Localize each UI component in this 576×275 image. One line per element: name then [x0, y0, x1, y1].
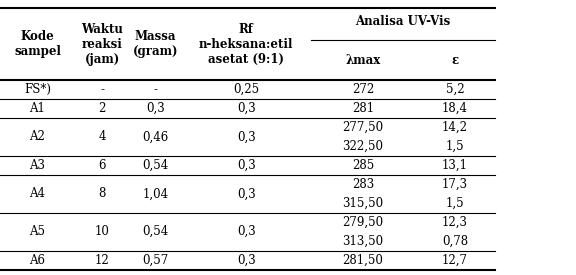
- Text: 272: 272: [352, 83, 374, 96]
- Text: 0,3: 0,3: [237, 102, 256, 115]
- Text: 0,57: 0,57: [142, 254, 169, 266]
- Text: 5,2: 5,2: [446, 83, 464, 96]
- Text: 322,50: 322,50: [342, 140, 384, 153]
- Text: 12,3: 12,3: [442, 216, 468, 229]
- Text: A6: A6: [29, 254, 46, 266]
- Text: 0,3: 0,3: [146, 102, 165, 115]
- Text: 0,3: 0,3: [237, 225, 256, 238]
- Text: λmax: λmax: [345, 54, 381, 67]
- Text: 0,54: 0,54: [142, 225, 169, 238]
- Text: Analisa UV-Vis: Analisa UV-Vis: [355, 15, 451, 28]
- Text: 18,4: 18,4: [442, 102, 468, 115]
- Text: 17,3: 17,3: [442, 178, 468, 191]
- Text: Massa
(gram): Massa (gram): [133, 30, 178, 58]
- Text: 1,5: 1,5: [446, 140, 464, 153]
- Text: 281,50: 281,50: [343, 254, 383, 266]
- Text: Kode
sampel: Kode sampel: [14, 30, 61, 58]
- Text: 285: 285: [352, 159, 374, 172]
- Text: A4: A4: [29, 187, 46, 200]
- Text: 0,78: 0,78: [442, 235, 468, 248]
- Text: 0,3: 0,3: [237, 187, 256, 200]
- Text: 6: 6: [98, 159, 106, 172]
- Text: A3: A3: [29, 159, 46, 172]
- Text: 0,46: 0,46: [142, 130, 169, 144]
- Text: FS*): FS*): [24, 83, 51, 96]
- Text: 12: 12: [95, 254, 109, 266]
- Text: Rf
n-heksana:etil
asetat (9:1): Rf n-heksana:etil asetat (9:1): [199, 23, 293, 66]
- Text: 1,04: 1,04: [142, 187, 169, 200]
- Text: A5: A5: [29, 225, 46, 238]
- Text: 2: 2: [98, 102, 106, 115]
- Text: 277,50: 277,50: [342, 121, 384, 134]
- Text: ε: ε: [452, 54, 458, 67]
- Text: 0,3: 0,3: [237, 254, 256, 266]
- Text: Waktu
reaksi
(jam): Waktu reaksi (jam): [81, 23, 123, 66]
- Text: 313,50: 313,50: [342, 235, 384, 248]
- Text: 13,1: 13,1: [442, 159, 468, 172]
- Text: 1,5: 1,5: [446, 197, 464, 210]
- Text: 0,3: 0,3: [237, 159, 256, 172]
- Text: 0,25: 0,25: [233, 83, 259, 96]
- Text: 283: 283: [352, 178, 374, 191]
- Text: 281: 281: [352, 102, 374, 115]
- Text: A1: A1: [29, 102, 46, 115]
- Text: 279,50: 279,50: [342, 216, 384, 229]
- Text: -: -: [154, 83, 157, 96]
- Text: 0,54: 0,54: [142, 159, 169, 172]
- Text: 4: 4: [98, 130, 106, 144]
- Text: 12,7: 12,7: [442, 254, 468, 266]
- Text: 315,50: 315,50: [342, 197, 384, 210]
- Text: 0,3: 0,3: [237, 130, 256, 144]
- Text: A2: A2: [29, 130, 46, 144]
- Text: 10: 10: [95, 225, 109, 238]
- Text: 8: 8: [98, 187, 106, 200]
- Text: -: -: [100, 83, 104, 96]
- Text: 14,2: 14,2: [442, 121, 468, 134]
